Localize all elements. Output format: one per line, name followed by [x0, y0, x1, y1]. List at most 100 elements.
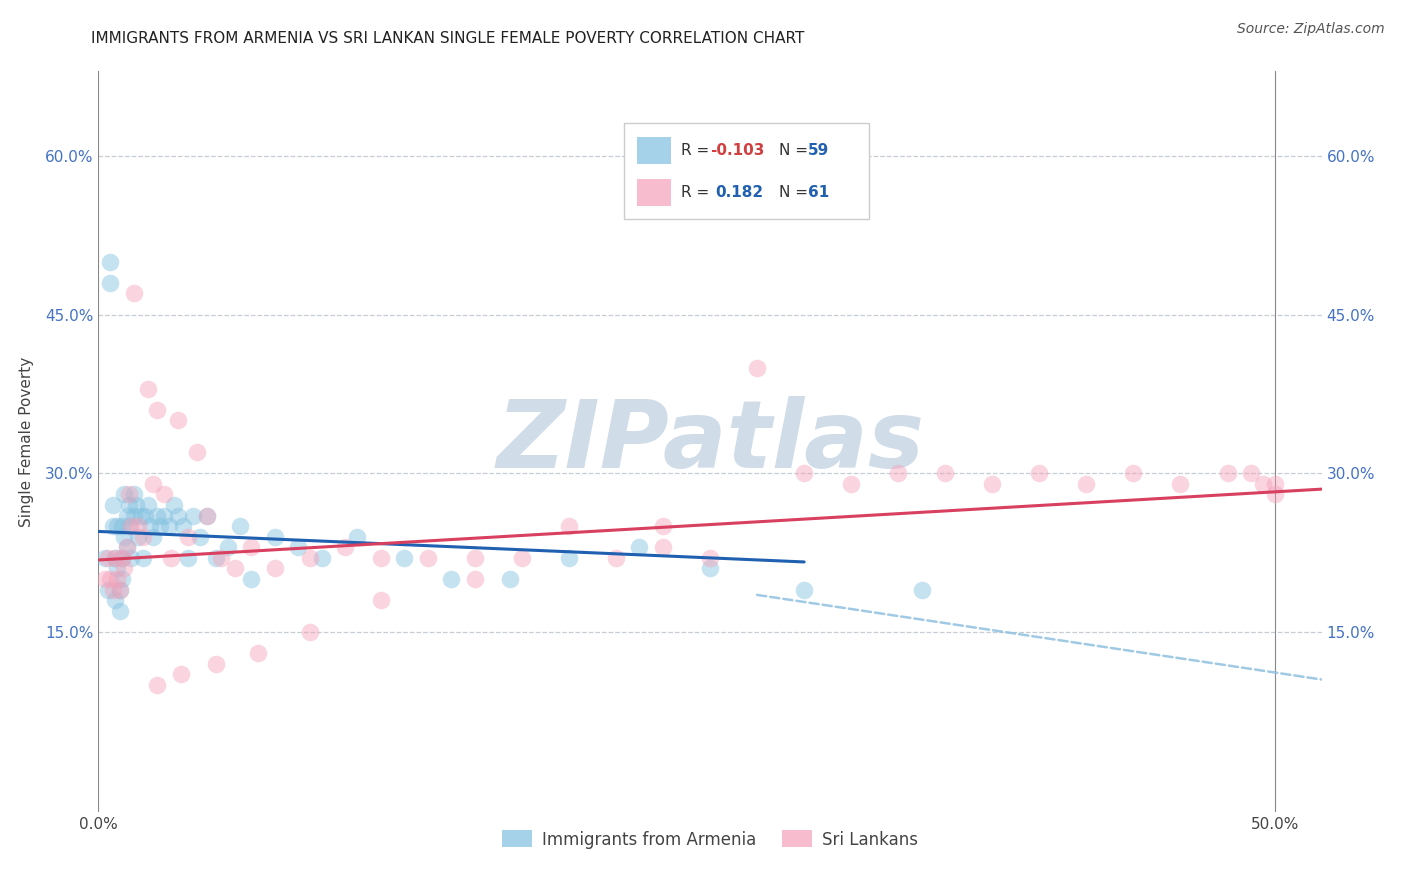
Point	[172, 519, 194, 533]
Point	[981, 476, 1004, 491]
Point	[1264, 476, 1286, 491]
Point	[464, 550, 486, 565]
Point	[105, 519, 128, 533]
Point	[98, 254, 121, 268]
Point	[247, 646, 270, 660]
Point	[115, 541, 138, 555]
Point	[209, 550, 232, 565]
Point	[558, 550, 581, 565]
Point	[188, 530, 211, 544]
Point	[887, 467, 910, 481]
Point	[141, 476, 163, 491]
Point	[416, 550, 439, 565]
Point	[122, 487, 145, 501]
Point	[146, 678, 169, 692]
Point	[1122, 467, 1144, 481]
Y-axis label: Single Female Poverty: Single Female Poverty	[18, 357, 34, 526]
Point	[141, 530, 163, 544]
Point	[139, 519, 162, 533]
Point	[111, 550, 134, 565]
Point	[240, 541, 263, 555]
Point	[335, 541, 357, 555]
Point	[115, 541, 138, 555]
Point	[129, 508, 152, 523]
Point	[205, 550, 228, 565]
Legend: Immigrants from Armenia, Sri Lankans: Immigrants from Armenia, Sri Lankans	[496, 823, 924, 855]
Point	[263, 561, 285, 575]
Point	[1170, 476, 1192, 491]
Point	[101, 582, 124, 597]
Point	[120, 550, 142, 565]
Point	[108, 604, 131, 618]
Point	[699, 550, 721, 565]
Point	[104, 550, 127, 565]
Point	[127, 530, 149, 544]
Point	[228, 519, 250, 533]
Point	[195, 508, 218, 523]
Point	[136, 498, 159, 512]
Point	[911, 582, 934, 597]
Point	[167, 508, 190, 523]
Point	[112, 487, 135, 501]
Point	[224, 561, 246, 575]
Point	[1264, 487, 1286, 501]
Point	[146, 402, 169, 417]
Point	[136, 382, 159, 396]
Point	[440, 572, 463, 586]
Point	[111, 519, 134, 533]
Point	[205, 657, 228, 671]
Text: Source: ZipAtlas.com: Source: ZipAtlas.com	[1237, 22, 1385, 37]
Point	[1251, 476, 1274, 491]
Point	[510, 550, 533, 565]
Point	[122, 286, 145, 301]
Point	[839, 476, 862, 491]
Point	[146, 508, 169, 523]
Point	[652, 519, 675, 533]
Point	[120, 519, 142, 533]
Point	[934, 467, 956, 481]
Point	[793, 467, 815, 481]
Point	[105, 572, 128, 586]
Point	[101, 519, 124, 533]
Point	[94, 572, 117, 586]
Point	[118, 498, 141, 512]
Point	[163, 498, 186, 512]
Point	[112, 530, 135, 544]
Point	[98, 276, 121, 290]
Point	[153, 487, 176, 501]
Point	[195, 508, 218, 523]
Point	[111, 550, 134, 565]
Point	[699, 561, 721, 575]
Point	[111, 572, 134, 586]
Point	[186, 445, 208, 459]
Point	[108, 582, 131, 597]
Point	[299, 550, 322, 565]
Point	[101, 498, 124, 512]
Point	[177, 550, 200, 565]
Point	[132, 550, 155, 565]
Point	[652, 541, 675, 555]
Point	[153, 508, 176, 523]
Text: ZIPatlas: ZIPatlas	[496, 395, 924, 488]
Point	[1216, 467, 1239, 481]
Point	[181, 508, 204, 523]
Point	[104, 550, 127, 565]
Point	[745, 360, 768, 375]
Point	[125, 498, 148, 512]
Point	[1028, 467, 1050, 481]
Text: IMMIGRANTS FROM ARMENIA VS SRI LANKAN SINGLE FEMALE POVERTY CORRELATION CHART: IMMIGRANTS FROM ARMENIA VS SRI LANKAN SI…	[91, 31, 804, 46]
Point	[628, 541, 651, 555]
Point	[370, 550, 392, 565]
Point	[98, 572, 121, 586]
Point	[263, 530, 285, 544]
Point	[149, 519, 172, 533]
Point	[287, 541, 309, 555]
Point	[499, 572, 522, 586]
Point	[112, 561, 135, 575]
Point	[299, 624, 322, 639]
Point	[97, 550, 120, 565]
Point	[118, 487, 141, 501]
Point	[167, 413, 190, 427]
Point	[118, 519, 141, 533]
Point	[104, 593, 127, 607]
